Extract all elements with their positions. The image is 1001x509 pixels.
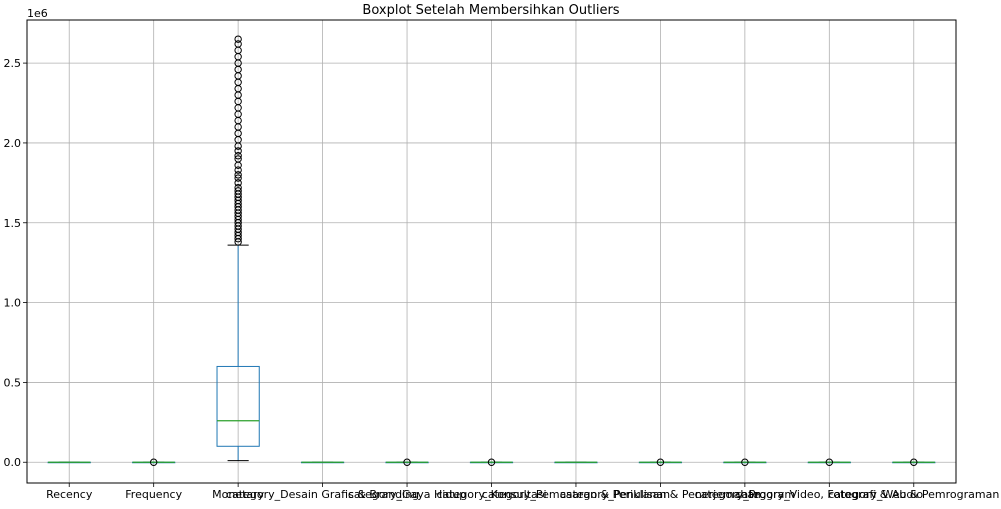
x-tick-label: Frequency (125, 488, 182, 501)
flier-point (234, 171, 242, 179)
x-tick-label: category_Program (695, 488, 796, 501)
flier-point (234, 187, 242, 195)
y-tick-label: 0.5 (4, 376, 22, 389)
flier-point (403, 458, 411, 466)
y-tick-label: 2.5 (4, 57, 22, 70)
x-tick-label: category_Desain Grafis & Branding (226, 488, 419, 501)
x-tick-label: category_Video, Fotografi & Audio (735, 488, 923, 501)
flier-point (656, 458, 665, 466)
flier-point (234, 174, 242, 182)
chart-title: Boxplot Setelah Membersihkan Outliers (362, 3, 619, 18)
x-tick-label: Monetary (212, 488, 265, 501)
y-offset-label: 1e6 (27, 7, 48, 20)
y-tick-label: 2.0 (4, 137, 22, 150)
flier-point (149, 458, 158, 466)
flier-point (234, 155, 242, 163)
y-tick-label: 0.0 (4, 456, 22, 469)
grid (27, 20, 956, 483)
flier-point (825, 458, 834, 466)
x-tick-label: category_Web & Pemrograman (828, 488, 999, 501)
flier-point (234, 179, 242, 187)
x-tick-label: category_Pemasaran & Periklanan (482, 488, 670, 501)
x-tick-label: category_Gaya Hidup (348, 488, 466, 501)
y-tick-label: 1.5 (4, 217, 22, 230)
flier-point (234, 152, 242, 160)
boxes (47, 35, 936, 466)
flier-point (234, 166, 242, 174)
x-tick-label: Recency (46, 488, 93, 501)
flier-point (234, 147, 242, 155)
x-tick-label: category_Konsultasi (436, 488, 546, 501)
x-tick-label: category_Penulisan & Penerjemahan (560, 488, 761, 501)
flier-point (741, 458, 749, 466)
axes: 0.0 0.5 1.0 1.5 2.0 2.5 Recency Frequency Moneta… (4, 57, 1000, 501)
flier-point (487, 458, 496, 466)
flier-point (234, 183, 242, 192)
flier-point (234, 35, 242, 43)
flier-point (234, 40, 242, 48)
y-tick-label: 1.0 (4, 297, 22, 310)
flier-point (910, 458, 918, 466)
box (216, 365, 260, 447)
